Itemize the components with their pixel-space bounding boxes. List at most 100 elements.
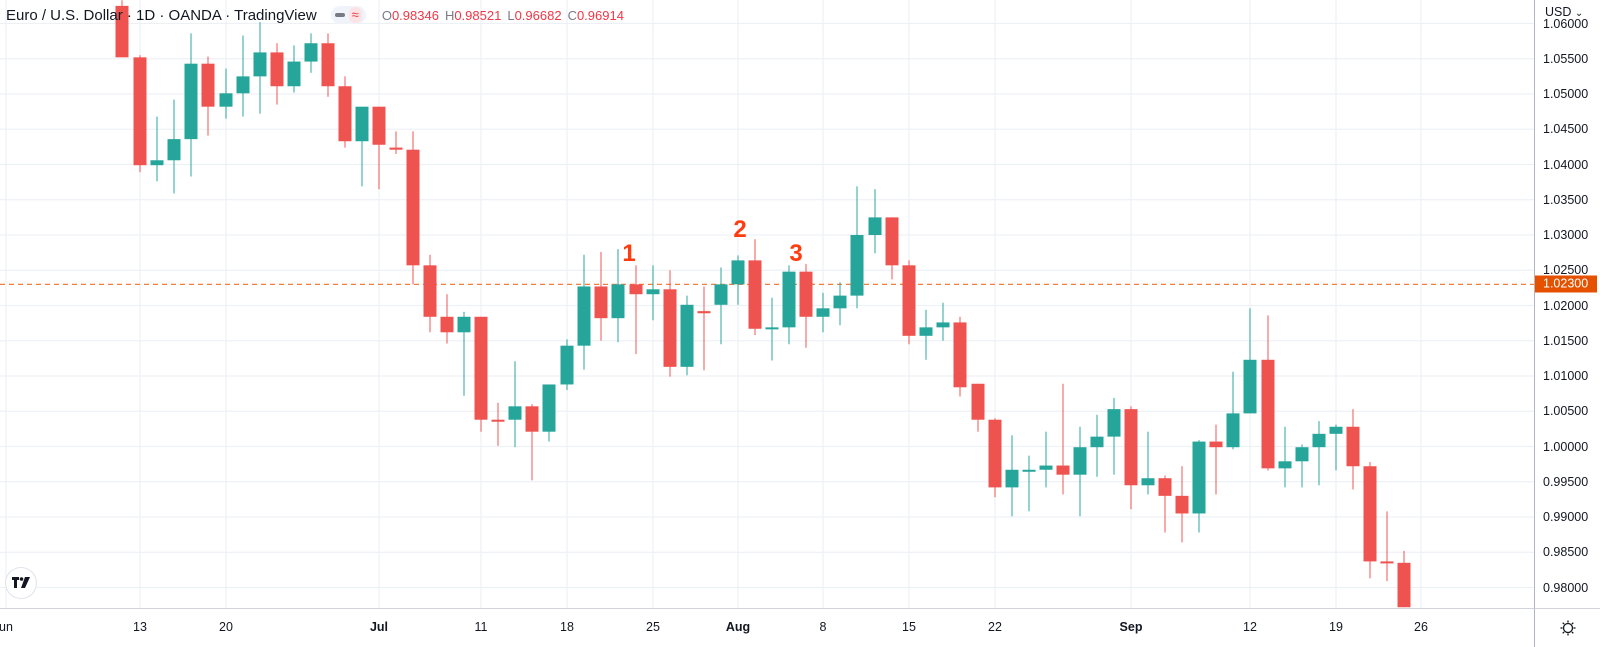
candle[interactable] xyxy=(457,311,471,396)
candle[interactable] xyxy=(560,339,574,391)
candle[interactable] xyxy=(936,302,950,341)
hide-icon[interactable] xyxy=(334,13,345,17)
price-tick-label: 1.02500 xyxy=(1543,263,1589,278)
candle[interactable] xyxy=(236,35,250,117)
candle[interactable] xyxy=(714,267,728,345)
candle[interactable] xyxy=(765,297,779,361)
time-tick-label: 8 xyxy=(819,620,827,634)
candle[interactable] xyxy=(287,45,301,93)
price-tick-label: 1.03000 xyxy=(1543,228,1589,242)
indicator-toggle[interactable]: ≈ xyxy=(330,6,366,24)
candle[interactable] xyxy=(988,418,1002,498)
candle[interactable] xyxy=(508,361,522,448)
candle[interactable] xyxy=(1090,414,1104,477)
candle[interactable] xyxy=(201,56,215,136)
candle[interactable] xyxy=(219,68,233,119)
candlestick-chart[interactable] xyxy=(0,0,1534,608)
candle[interactable] xyxy=(697,286,711,371)
ohlc-values: O0.98346 H0.98521 L0.96682 C0.96914 xyxy=(382,8,624,23)
time-axis[interactable]: un 13 20 Jul 11 18 25 Aug 8 15 22 Sep 12 19 26 xyxy=(0,608,1534,647)
candle[interactable] xyxy=(577,254,591,370)
candle[interactable] xyxy=(1039,431,1053,488)
candle[interactable] xyxy=(594,251,608,341)
candle[interactable] xyxy=(919,309,933,360)
candle[interactable] xyxy=(902,260,916,345)
candle[interactable] xyxy=(1005,435,1019,517)
candle[interactable] xyxy=(270,43,284,105)
time-tick-label: 26 xyxy=(1414,620,1428,634)
currency-selector[interactable]: USD ⌄ xyxy=(1545,5,1583,19)
candle[interactable] xyxy=(1363,462,1377,579)
candle[interactable] xyxy=(1295,444,1309,488)
candle[interactable] xyxy=(304,33,318,73)
settings-button[interactable] xyxy=(1534,608,1600,647)
candle[interactable] xyxy=(440,294,454,344)
candle[interactable] xyxy=(1278,426,1292,488)
candle[interactable] xyxy=(525,404,539,481)
candle[interactable] xyxy=(611,249,625,343)
candle[interactable] xyxy=(184,33,198,177)
candle[interactable] xyxy=(1158,475,1172,533)
candle[interactable] xyxy=(167,99,181,194)
candle[interactable] xyxy=(680,295,694,376)
candle[interactable] xyxy=(782,265,796,345)
high-value: H0.98521 xyxy=(444,7,502,23)
candle[interactable] xyxy=(1261,315,1275,471)
market-status-icon[interactable]: ≈ xyxy=(348,7,362,23)
candle[interactable] xyxy=(850,186,864,309)
candle[interactable] xyxy=(1056,383,1070,495)
candle[interactable] xyxy=(953,316,967,397)
candle[interactable] xyxy=(542,384,556,442)
candle[interactable] xyxy=(423,254,437,333)
price-tick-label: 0.98000 xyxy=(1543,580,1589,595)
candle[interactable] xyxy=(115,0,129,58)
candle[interactable] xyxy=(1329,424,1343,471)
candle[interactable] xyxy=(1124,406,1138,510)
candle[interactable] xyxy=(799,263,813,348)
candle[interactable] xyxy=(663,270,677,377)
candle[interactable] xyxy=(253,22,267,114)
candle[interactable] xyxy=(389,131,403,154)
candle[interactable] xyxy=(1312,421,1326,486)
chart-plot-area[interactable] xyxy=(0,0,1534,608)
low-value: L0.96682 xyxy=(507,7,562,23)
candle[interactable] xyxy=(321,33,335,97)
candle[interactable] xyxy=(1346,409,1360,490)
candle[interactable] xyxy=(338,76,352,148)
candle[interactable] xyxy=(816,292,830,333)
candle[interactable] xyxy=(1380,511,1394,582)
candle[interactable] xyxy=(646,265,660,321)
candle[interactable] xyxy=(1192,440,1206,533)
candle[interactable] xyxy=(491,402,505,446)
candle[interactable] xyxy=(868,189,882,254)
candle[interactable] xyxy=(474,316,488,432)
candle[interactable] xyxy=(1243,308,1257,414)
symbol-title[interactable]: Euro / U.S. Dollar · 1D · OANDA · Tradin… xyxy=(6,6,317,24)
candle[interactable] xyxy=(372,106,386,190)
candle[interactable] xyxy=(748,239,762,336)
price-axis[interactable]: USD ⌄ 1.06000 1.05500 1.05000 1.04500 1.0400… xyxy=(1534,0,1600,608)
gear-icon[interactable] xyxy=(1559,619,1577,637)
candle[interactable] xyxy=(1226,371,1240,450)
candle[interactable] xyxy=(1397,550,1411,608)
tradingview-logo[interactable] xyxy=(6,568,36,598)
candle[interactable] xyxy=(971,383,985,432)
candle[interactable] xyxy=(1107,397,1121,475)
currency-label[interactable]: USD xyxy=(1545,5,1572,19)
candle[interactable] xyxy=(731,255,745,305)
candle[interactable] xyxy=(355,106,369,187)
candle[interactable] xyxy=(133,55,147,173)
time-tick-label: 13 xyxy=(133,620,147,634)
candle[interactable] xyxy=(833,282,847,326)
time-tick-label: 19 xyxy=(1329,620,1343,634)
candle[interactable] xyxy=(1209,424,1223,495)
chevron-down-icon[interactable]: ⌄ xyxy=(1574,8,1584,19)
candle[interactable] xyxy=(1175,466,1189,543)
candle[interactable] xyxy=(406,131,420,285)
candle[interactable] xyxy=(885,217,899,280)
candle[interactable] xyxy=(1022,455,1036,512)
candle[interactable] xyxy=(1141,431,1155,495)
candle[interactable] xyxy=(1073,426,1087,517)
candle[interactable] xyxy=(150,116,164,182)
candle[interactable] xyxy=(629,265,643,355)
